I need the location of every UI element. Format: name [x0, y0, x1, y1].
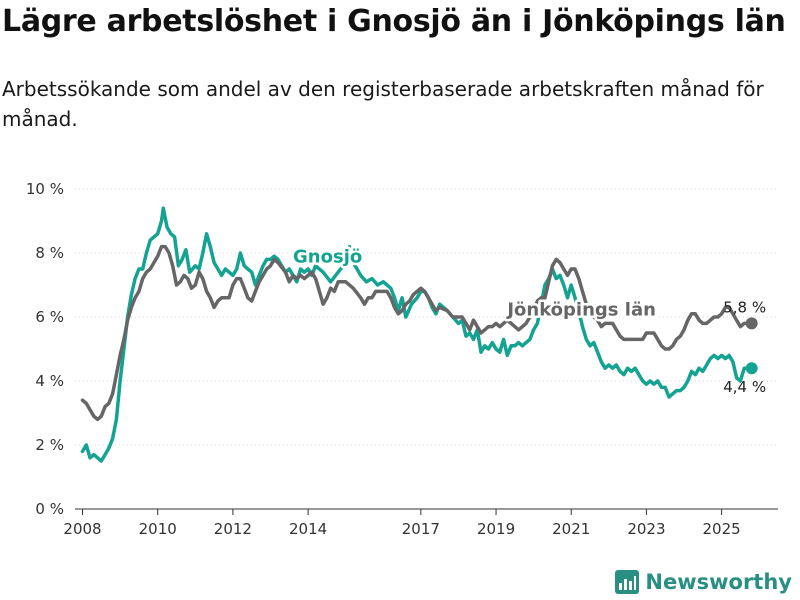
brand-name: Newsworthy — [645, 570, 792, 594]
gnosjo-series-label: Gnosjö — [293, 247, 362, 268]
y-tick-label: 4 % — [35, 372, 64, 390]
y-tick-label: 2 % — [35, 436, 64, 454]
newsworthy-logo-icon — [615, 570, 640, 594]
y-axis-ticks: 0 % 2 % 4 % 6 % 8 % 10 % — [26, 180, 64, 518]
y-tick-label: 8 % — [35, 244, 64, 262]
y-tick-label: 0 % — [35, 500, 64, 518]
series-labels: 4,4 % 5,8 % Gnosjö Jönköpings län — [291, 244, 767, 396]
x-tick-label: 2021 — [552, 520, 590, 538]
jonkopings-lan-line — [80, 244, 754, 422]
newsworthy-brand: Newsworthy — [615, 570, 792, 594]
x-tick-label: 2012 — [214, 520, 252, 538]
x-tick-label: 2023 — [627, 520, 665, 538]
x-tick-label: 2025 — [703, 520, 741, 538]
x-tick-label: 2019 — [477, 520, 515, 538]
gnosjo-end-label: 4,4 % — [723, 378, 766, 396]
x-tick-label: 2017 — [402, 520, 440, 538]
x-axis: 2008 2010 2012 2014 2017 2019 2021 2023 2025 — [63, 508, 778, 538]
gnosjo-end-point — [745, 362, 758, 375]
chart-title: Lägre arbetslöshet i Gnosjö än i Jönköpi… — [2, 4, 786, 39]
x-tick-label: 2010 — [139, 520, 177, 538]
jonkopings-lan-series-label: Jönköpings län — [505, 299, 656, 320]
gridlines — [75, 188, 778, 446]
x-tick-label: 2014 — [289, 520, 327, 538]
jonkopings-lan-end-point — [745, 317, 758, 330]
y-tick-label: 6 % — [35, 308, 64, 326]
jonkopings-lan-end-label: 5,8 % — [723, 298, 766, 316]
x-tick-label: 2008 — [63, 520, 101, 538]
y-tick-label: 10 % — [26, 180, 64, 198]
series-lines — [80, 206, 758, 463]
chart-subtitle: Arbetssökande som andel av den registerb… — [2, 77, 764, 131]
